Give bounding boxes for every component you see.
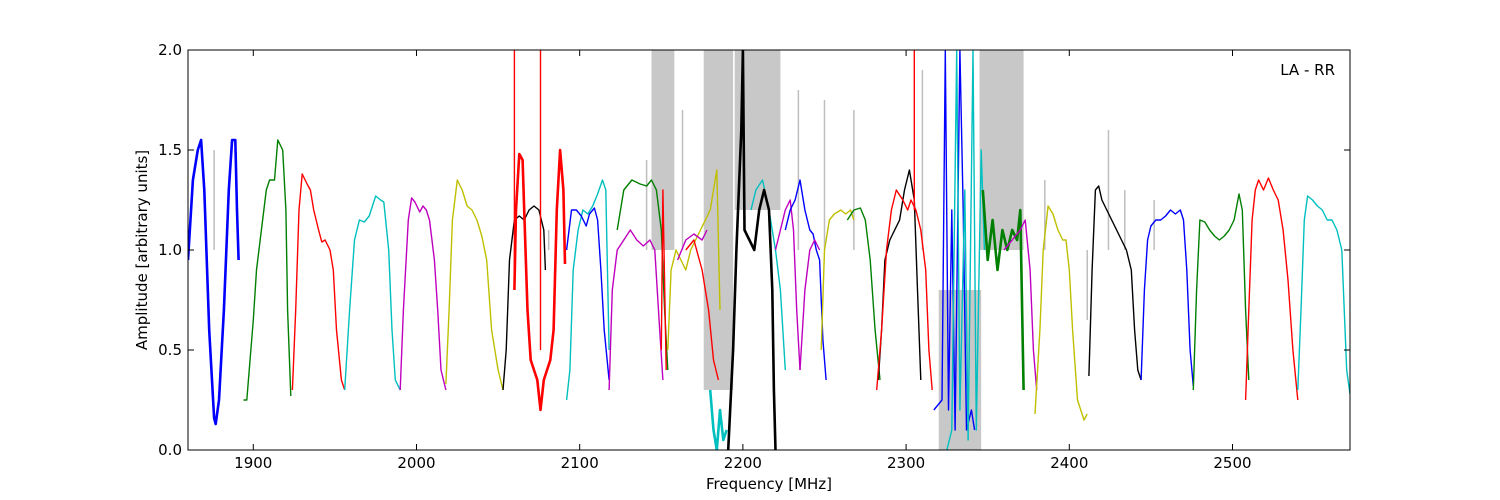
series-line-13 xyxy=(616,179,669,371)
series-line-10 xyxy=(565,179,610,401)
series-line-22 xyxy=(784,179,827,381)
series-line-3 xyxy=(344,195,401,391)
series-line-35 xyxy=(1140,209,1194,387)
series-line-27 xyxy=(876,189,933,391)
series-line-24 xyxy=(820,209,855,351)
series-line-16 xyxy=(676,229,708,261)
series-line-31 xyxy=(981,189,1025,391)
series-line-38 xyxy=(1297,195,1350,395)
series-line-30 xyxy=(946,50,986,450)
x-tick-label-0: 1900 xyxy=(234,454,272,472)
y-tick-label-4: 2.0 xyxy=(158,41,182,59)
series-line-5 xyxy=(445,179,504,391)
series-line-11 xyxy=(565,207,610,381)
x-tick-label-6: 2500 xyxy=(1213,454,1251,472)
series-line-37 xyxy=(1244,177,1299,401)
series-line-33 xyxy=(1034,205,1088,421)
x-tick-label-2: 2100 xyxy=(561,454,599,472)
series-line-36 xyxy=(1192,193,1250,391)
series-layer xyxy=(188,50,1350,450)
x-tick-label-4: 2300 xyxy=(887,454,925,472)
series-line-25 xyxy=(846,207,881,381)
series-line-0 xyxy=(188,138,240,426)
series-line-4 xyxy=(399,197,447,391)
y-tick-label-2: 1.0 xyxy=(158,241,182,259)
series-line-21 xyxy=(774,199,801,371)
x-tick-label-5: 2400 xyxy=(1050,454,1088,472)
series-line-12 xyxy=(608,229,664,391)
y-axis-label: Amplitude [arbitrary units] xyxy=(133,150,151,350)
series-line-34 xyxy=(1088,185,1142,381)
series-line-23 xyxy=(799,239,821,371)
y-tick-label-0: 0.0 xyxy=(158,441,182,459)
ticks-layer: 1900 2000 2100 2200 2300 2400 2500 0.0 0.5 1.0 1.5… xyxy=(158,41,1350,472)
gray-region-4 xyxy=(979,50,1024,250)
series-line-15 xyxy=(667,169,721,351)
series-line-20 xyxy=(726,50,777,450)
x-tick-label-3: 2200 xyxy=(724,454,762,472)
y-tick-label-3: 1.5 xyxy=(158,141,182,159)
y-tick-label-1: 0.5 xyxy=(158,341,182,359)
x-tick-label-1: 2000 xyxy=(397,454,435,472)
series-line-7 xyxy=(513,148,567,412)
series-line-1 xyxy=(243,139,292,401)
series-line-2 xyxy=(291,173,346,391)
annotation-label: LA - RR xyxy=(1280,61,1335,79)
series-line-32 xyxy=(1003,219,1038,391)
series-line-14 xyxy=(660,189,667,371)
series-line-17 xyxy=(685,239,720,381)
series-line-18 xyxy=(708,389,728,450)
x-axis-label: Frequency [MHz] xyxy=(706,475,832,493)
